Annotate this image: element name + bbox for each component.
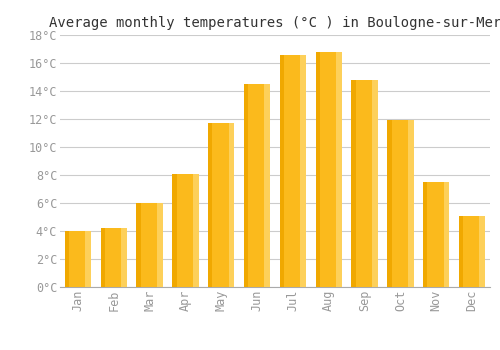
Bar	[459, 216, 464, 287]
Bar	[157, 203, 163, 287]
Bar	[444, 182, 450, 287]
Bar	[392, 120, 408, 287]
Bar	[300, 55, 306, 287]
Bar	[264, 84, 270, 287]
Bar	[428, 182, 444, 287]
Bar	[248, 84, 264, 287]
Bar	[176, 174, 193, 287]
Bar	[356, 80, 372, 287]
Bar	[69, 231, 86, 287]
Bar	[352, 80, 356, 287]
Bar	[136, 203, 141, 287]
Bar	[64, 231, 69, 287]
Bar	[193, 174, 198, 287]
Bar	[228, 123, 234, 287]
Bar	[464, 216, 479, 287]
Bar	[105, 228, 121, 287]
Bar	[172, 174, 176, 287]
Bar	[387, 120, 392, 287]
Bar	[100, 228, 105, 287]
Bar	[121, 228, 127, 287]
Bar	[212, 123, 228, 287]
Bar	[480, 216, 486, 287]
Bar	[336, 52, 342, 287]
Bar	[208, 123, 212, 287]
Bar	[86, 231, 91, 287]
Bar	[320, 52, 336, 287]
Bar	[316, 52, 320, 287]
Bar	[244, 84, 248, 287]
Bar	[280, 55, 284, 287]
Title: Average monthly temperatures (°C ) in Boulogne-sur-Mer: Average monthly temperatures (°C ) in Bo…	[49, 16, 500, 30]
Bar	[408, 120, 414, 287]
Bar	[423, 182, 428, 287]
Bar	[284, 55, 300, 287]
Bar	[141, 203, 157, 287]
Bar	[372, 80, 378, 287]
